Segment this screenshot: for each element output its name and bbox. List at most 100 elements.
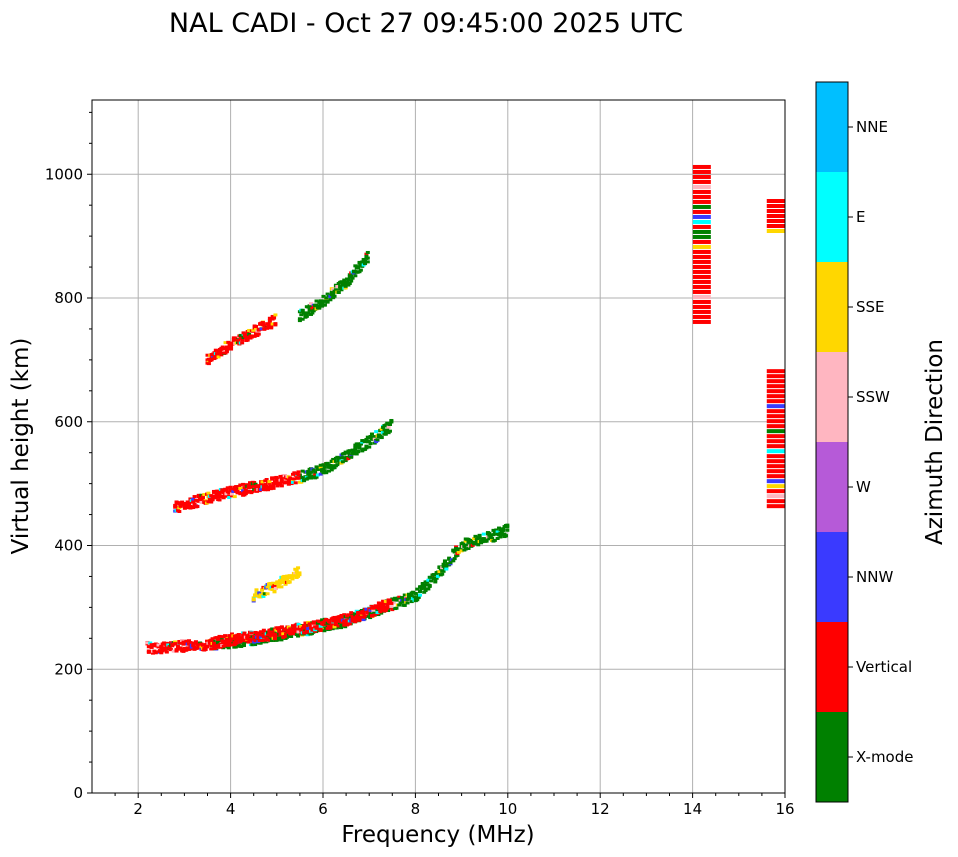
data-point	[375, 438, 380, 442]
data-point	[368, 608, 373, 612]
data-point	[249, 631, 254, 635]
data-point	[300, 317, 305, 321]
data-point	[328, 465, 333, 469]
data-point	[273, 322, 278, 326]
data-point	[501, 528, 506, 532]
colorbar-segment	[816, 442, 848, 532]
data-point	[354, 614, 359, 618]
data-point	[311, 621, 316, 625]
data-point	[254, 631, 259, 635]
data-point	[254, 327, 259, 331]
data-point	[214, 492, 219, 496]
data-point	[303, 631, 308, 635]
data-point	[234, 485, 239, 489]
data-point	[324, 471, 329, 475]
data-point	[211, 641, 216, 645]
data-point	[229, 345, 234, 349]
data-point	[275, 484, 280, 488]
data-point	[313, 470, 318, 474]
data-point	[242, 334, 247, 338]
data-point	[350, 614, 355, 618]
data-point	[307, 473, 312, 477]
data-point	[233, 645, 238, 649]
data-point	[252, 334, 257, 338]
x-tick-label: 12	[591, 800, 610, 818]
data-point	[441, 562, 446, 566]
data-point	[267, 319, 272, 323]
data-point	[221, 490, 226, 494]
data-point	[241, 638, 246, 642]
data-point	[692, 179, 711, 184]
data-point	[219, 353, 224, 357]
data-point	[253, 482, 258, 486]
data-point	[321, 626, 325, 630]
data-point	[379, 608, 384, 612]
data-point	[766, 224, 785, 228]
data-point	[434, 576, 439, 580]
data-point	[474, 541, 479, 545]
data-point	[766, 499, 785, 504]
data-point	[310, 311, 315, 315]
data-point	[374, 430, 379, 434]
data-point	[338, 284, 343, 288]
data-point	[266, 326, 271, 330]
data-point	[300, 469, 305, 473]
data-point	[259, 488, 264, 492]
data-point	[320, 304, 325, 308]
data-point	[270, 322, 275, 326]
data-point	[268, 487, 273, 491]
data-point	[259, 630, 264, 634]
data-point	[216, 494, 221, 498]
data-point	[300, 626, 305, 630]
data-point	[269, 324, 274, 328]
data-point	[293, 481, 298, 485]
data-point	[387, 599, 392, 603]
data-point	[293, 574, 298, 578]
data-point	[505, 528, 510, 532]
data-point	[350, 448, 355, 452]
data-point	[184, 639, 189, 643]
colorbar-tick-label: W	[856, 478, 871, 496]
data-point	[488, 533, 493, 537]
data-point	[448, 560, 453, 564]
data-point	[272, 315, 277, 319]
data-point	[213, 348, 218, 352]
data-point	[386, 425, 391, 429]
data-point	[235, 338, 240, 342]
data-point	[376, 601, 381, 605]
data-point	[241, 482, 246, 486]
data-point	[260, 588, 265, 592]
data-point	[383, 608, 388, 612]
data-point	[692, 194, 711, 199]
data-point	[278, 581, 283, 585]
data-point	[436, 574, 441, 578]
data-point	[313, 625, 318, 629]
data-point	[308, 302, 313, 306]
data-point	[383, 432, 388, 436]
data-point	[173, 505, 178, 509]
data-point	[260, 321, 265, 325]
data-point	[405, 601, 410, 605]
data-point	[766, 399, 785, 404]
colorbar-tick-label: SSW	[856, 388, 890, 406]
data-point	[156, 643, 161, 647]
data-point	[499, 531, 504, 535]
data-point	[294, 568, 299, 572]
data-point	[300, 308, 305, 312]
data-point	[369, 432, 374, 436]
data-point	[303, 311, 308, 315]
data-point	[235, 490, 240, 494]
data-point	[296, 634, 301, 638]
colorbar-segment	[816, 532, 848, 622]
data-point	[173, 640, 178, 644]
data-point	[422, 590, 427, 594]
data-point	[692, 264, 711, 269]
data-point	[416, 595, 421, 599]
data-point	[195, 505, 200, 509]
data-point	[290, 632, 295, 636]
data-point	[292, 627, 297, 631]
data-point	[192, 495, 197, 499]
data-point	[333, 620, 338, 624]
data-point	[353, 274, 358, 278]
data-point	[311, 474, 316, 478]
